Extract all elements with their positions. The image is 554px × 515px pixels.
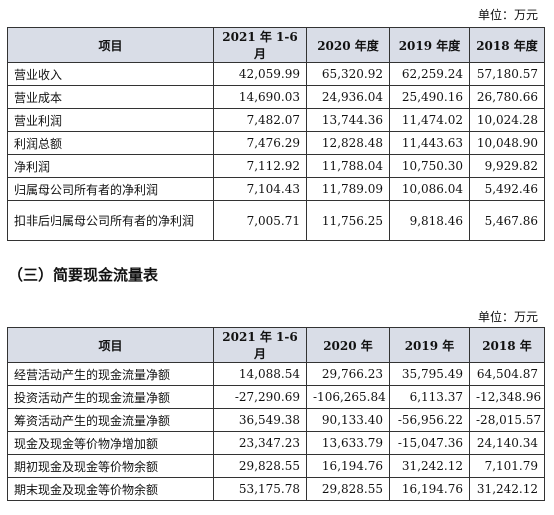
row-label: 净利润: [7, 154, 214, 178]
row-label: 营业收入: [7, 62, 214, 86]
cell-value: 14,690.03: [213, 85, 307, 109]
row-label: 利润总额: [7, 131, 214, 155]
table-row: 营业成本 14,690.03 24,936.04 25,490.16 26,78…: [7, 85, 545, 109]
table-row: 净利润 7,112.92 11,788.04 10,750.30 9,929.8…: [7, 154, 545, 178]
cell-value: 6,113.37: [389, 385, 470, 409]
table-row: 归属母公司所有者的净利润 7,104.43 11,789.09 10,086.0…: [7, 177, 545, 201]
cell-value: 5,492.46: [469, 177, 545, 201]
cell-value: 9,929.82: [469, 154, 545, 178]
cell-value: 29,828.55: [213, 454, 307, 478]
row-label: 归属母公司所有者的净利润: [7, 177, 214, 201]
table-row: 扣非后归属母公司所有者的净利润 7,005.71 11,756.25 9,818…: [7, 200, 545, 241]
cell-value: 29,766.23: [306, 362, 390, 386]
header-2019: 2019 年度: [389, 27, 470, 63]
cell-value: 16,194.76: [306, 454, 390, 478]
header-2021h1: 2021 年 1-6 月: [213, 27, 307, 63]
cell-value: 24,140.34: [469, 431, 545, 455]
cell-value: 12,828.48: [306, 131, 390, 155]
cell-value: 7,112.92: [213, 154, 307, 178]
row-label: 期末现金及现金等价物余额: [7, 477, 214, 501]
header-item: 项目: [7, 27, 214, 63]
table-row: 现金及现金等价物净增加额 23,347.23 13,633.79 -15,047…: [7, 431, 545, 455]
cell-value: 10,048.90: [469, 131, 545, 155]
row-label: 经营活动产生的现金流量净额: [7, 362, 214, 386]
cell-value: 7,101.79: [469, 454, 545, 478]
cell-value: -27,290.69: [213, 385, 307, 409]
header-2018: 2018 年度: [469, 27, 545, 63]
cell-value: 29,828.55: [306, 477, 390, 501]
row-label: 营业成本: [7, 85, 214, 109]
cell-value: 7,482.07: [213, 108, 307, 132]
cell-value: 13,633.79: [306, 431, 390, 455]
cell-value: 53,175.78: [213, 477, 307, 501]
unit-label-1: 单位：万元: [477, 8, 538, 22]
cell-value: 25,490.16: [389, 85, 470, 109]
cell-value: 23,347.23: [213, 431, 307, 455]
cell-value: -12,348.96: [469, 385, 545, 409]
cell-value: 31,242.12: [389, 454, 470, 478]
cell-value: 11,756.25: [306, 200, 390, 241]
header-item: 项目: [7, 327, 214, 363]
row-label: 筹资活动产生的现金流量净额: [7, 408, 214, 432]
cell-value: 42,059.99: [213, 62, 307, 86]
cell-value: -56,956.22: [389, 408, 470, 432]
table-row: 经营活动产生的现金流量净额 14,088.54 29,766.23 35,795…: [7, 362, 545, 386]
cell-value: -15,047.36: [389, 431, 470, 455]
table-row: 营业利润 7,482.07 13,744.36 11,474.02 10,024…: [7, 108, 545, 132]
header-2021h1: 2021 年 1-6 月: [213, 327, 307, 363]
cell-value: 10,024.28: [469, 108, 545, 132]
unit-label-2: 单位：万元: [477, 310, 538, 324]
cell-value: 5,467.86: [469, 200, 545, 241]
cell-value: 26,780.66: [469, 85, 545, 109]
cell-value: 62,259.24: [389, 62, 470, 86]
cell-value: 7,476.29: [213, 131, 307, 155]
row-label: 现金及现金等价物净增加额: [7, 431, 214, 455]
cell-value: 35,795.49: [389, 362, 470, 386]
cell-value: 11,789.09: [306, 177, 390, 201]
cell-value: 90,133.40: [306, 408, 390, 432]
table-row: 利润总额 7,476.29 12,828.48 11,443.63 10,048…: [7, 131, 545, 155]
table-row: 投资活动产生的现金流量净额 -27,290.69 -106,265.84 6,1…: [7, 385, 545, 409]
header-2018: 2018 年: [469, 327, 545, 363]
cash-flow-table: 项目 2021 年 1-6 月 2020 年 2019 年 2018 年 经营活…: [7, 327, 545, 501]
cell-value: 11,788.04: [306, 154, 390, 178]
cell-value: 64,504.87: [469, 362, 545, 386]
cell-value: 7,104.43: [213, 177, 307, 201]
row-label: 投资活动产生的现金流量净额: [7, 385, 214, 409]
cell-value: 10,086.04: [389, 177, 470, 201]
cell-value: 57,180.57: [469, 62, 545, 86]
cell-value: 11,443.63: [389, 131, 470, 155]
header-2020: 2020 年: [306, 327, 390, 363]
cell-value: 11,474.02: [389, 108, 470, 132]
header-2019: 2019 年: [389, 327, 470, 363]
cell-value: 16,194.76: [389, 477, 470, 501]
cell-value: 65,320.92: [306, 62, 390, 86]
cell-value: 7,005.71: [213, 200, 307, 241]
table-row: 期末现金及现金等价物余额 53,175.78 29,828.55 16,194.…: [7, 477, 545, 501]
row-label: 扣非后归属母公司所有者的净利润: [7, 200, 214, 241]
row-label: 营业利润: [7, 108, 214, 132]
table-row: 营业收入 42,059.99 65,320.92 62,259.24 57,18…: [7, 62, 545, 86]
income-statement-table: 项目 2021 年 1-6 月 2020 年度 2019 年度 2018 年度 …: [7, 27, 545, 241]
cell-value: -106,265.84: [306, 385, 390, 409]
table-row: 期初现金及现金等价物余额 29,828.55 16,194.76 31,242.…: [7, 454, 545, 478]
table-row: 筹资活动产生的现金流量净额 36,549.38 90,133.40 -56,95…: [7, 408, 545, 432]
section-title-cash-flow: （三）简要现金流量表: [8, 266, 159, 284]
cell-value: -28,015.57: [469, 408, 545, 432]
cell-value: 24,936.04: [306, 85, 390, 109]
cell-value: 36,549.38: [213, 408, 307, 432]
cell-value: 10,750.30: [389, 154, 470, 178]
row-label: 期初现金及现金等价物余额: [7, 454, 214, 478]
header-2020: 2020 年度: [306, 27, 390, 63]
cell-value: 31,242.12: [469, 477, 545, 501]
cell-value: 14,088.54: [213, 362, 307, 386]
cell-value: 9,818.46: [389, 200, 470, 241]
cell-value: 13,744.36: [306, 108, 390, 132]
